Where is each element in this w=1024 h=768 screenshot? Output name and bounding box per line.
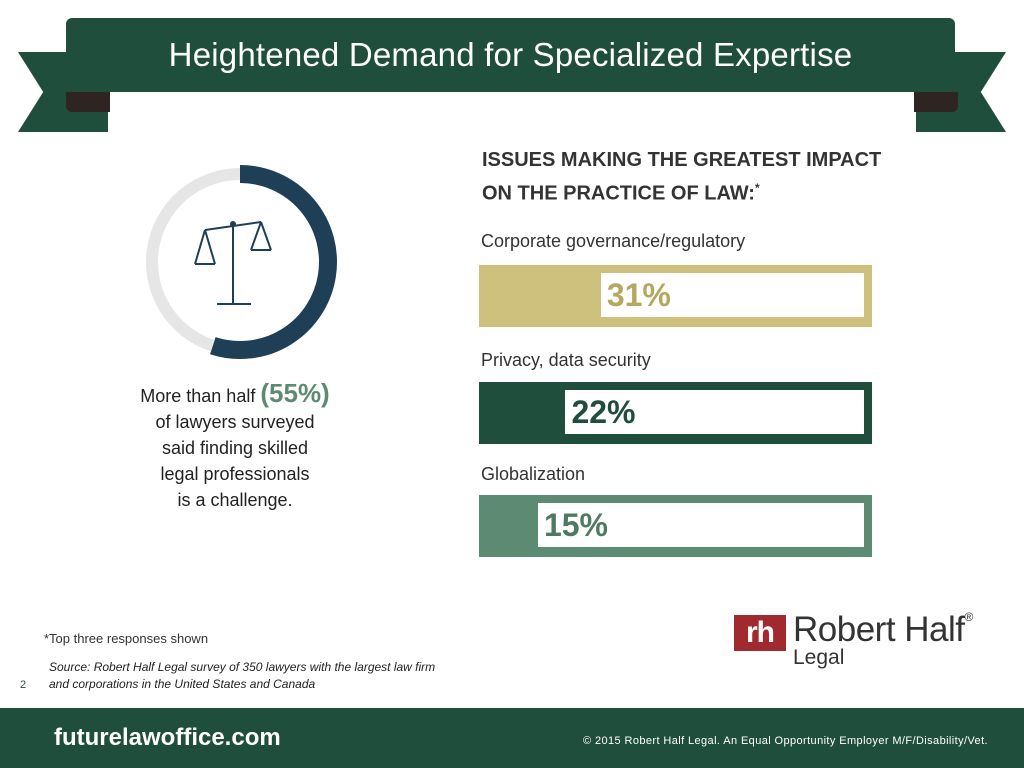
bar-category-label: Privacy, data security [481,350,651,370]
page-number: 2 [20,679,27,691]
bar-value-label: 22% [571,393,636,430]
bar-inner: 15% [537,503,864,547]
robert-half-logo: rh Robert Half® Legal [734,610,1004,672]
footnote: *Top three responses shown [44,631,209,646]
caption-lead: More than half [140,386,256,406]
caption-line: said finding skilled [161,438,309,458]
caption-line: legal professionals [160,464,310,484]
source-note: Source: Robert Half Legal survey of 350 … [49,660,436,691]
bar-category-label: Globalization [481,464,586,484]
logo-mark: rh [734,615,786,651]
caption-line: is a challenge. [177,490,293,510]
donut-slice [210,165,337,359]
footer-url: futurelawoffice.com [54,724,281,751]
scales-of-justice-icon [194,221,272,305]
caption-line: of lawyers surveyed [155,412,315,432]
percent-highlight: (55%) [260,378,330,408]
bar-inner: 22% [565,390,864,434]
bar: 31% [479,265,872,327]
page-title: Heightened Demand for Specialized Expert… [168,36,853,73]
footer: futurelawoffice.com © 2015 Robert Half L… [0,708,1024,768]
donut-chart [146,165,337,359]
bar-value-label: 15% [543,506,608,543]
bar-chart-title-text: ISSUES MAKING THE GREATEST IMPACT ON THE… [482,149,882,205]
bar-inner: 31% [600,273,864,317]
footer-copyright: © 2015 Robert Half Legal. An Equal Oppor… [583,735,988,747]
bar-category-label: Corporate governance/regulatory [481,231,746,251]
title-banner: Heightened Demand for Specialized Expert… [66,18,955,92]
bar: 15% [479,495,872,557]
registered-mark: ® [964,610,974,624]
logo-name: Robert Half® [793,610,973,650]
donut-caption: More than half (55%) of lawyers surveyed… [100,380,370,513]
banner-fold-left [66,92,110,112]
logo-subtitle: Legal [793,646,845,669]
donut-slice [146,168,241,352]
bar-value-label: 31% [606,276,671,313]
logo-name-text: Robert Half [793,610,965,649]
bar-chart-title: ISSUES MAKING THE GREATEST IMPACT ON THE… [482,146,902,208]
bar: 22% [479,382,872,444]
title-footnote-marker: * [754,181,760,195]
banner-fold-right [914,92,958,112]
